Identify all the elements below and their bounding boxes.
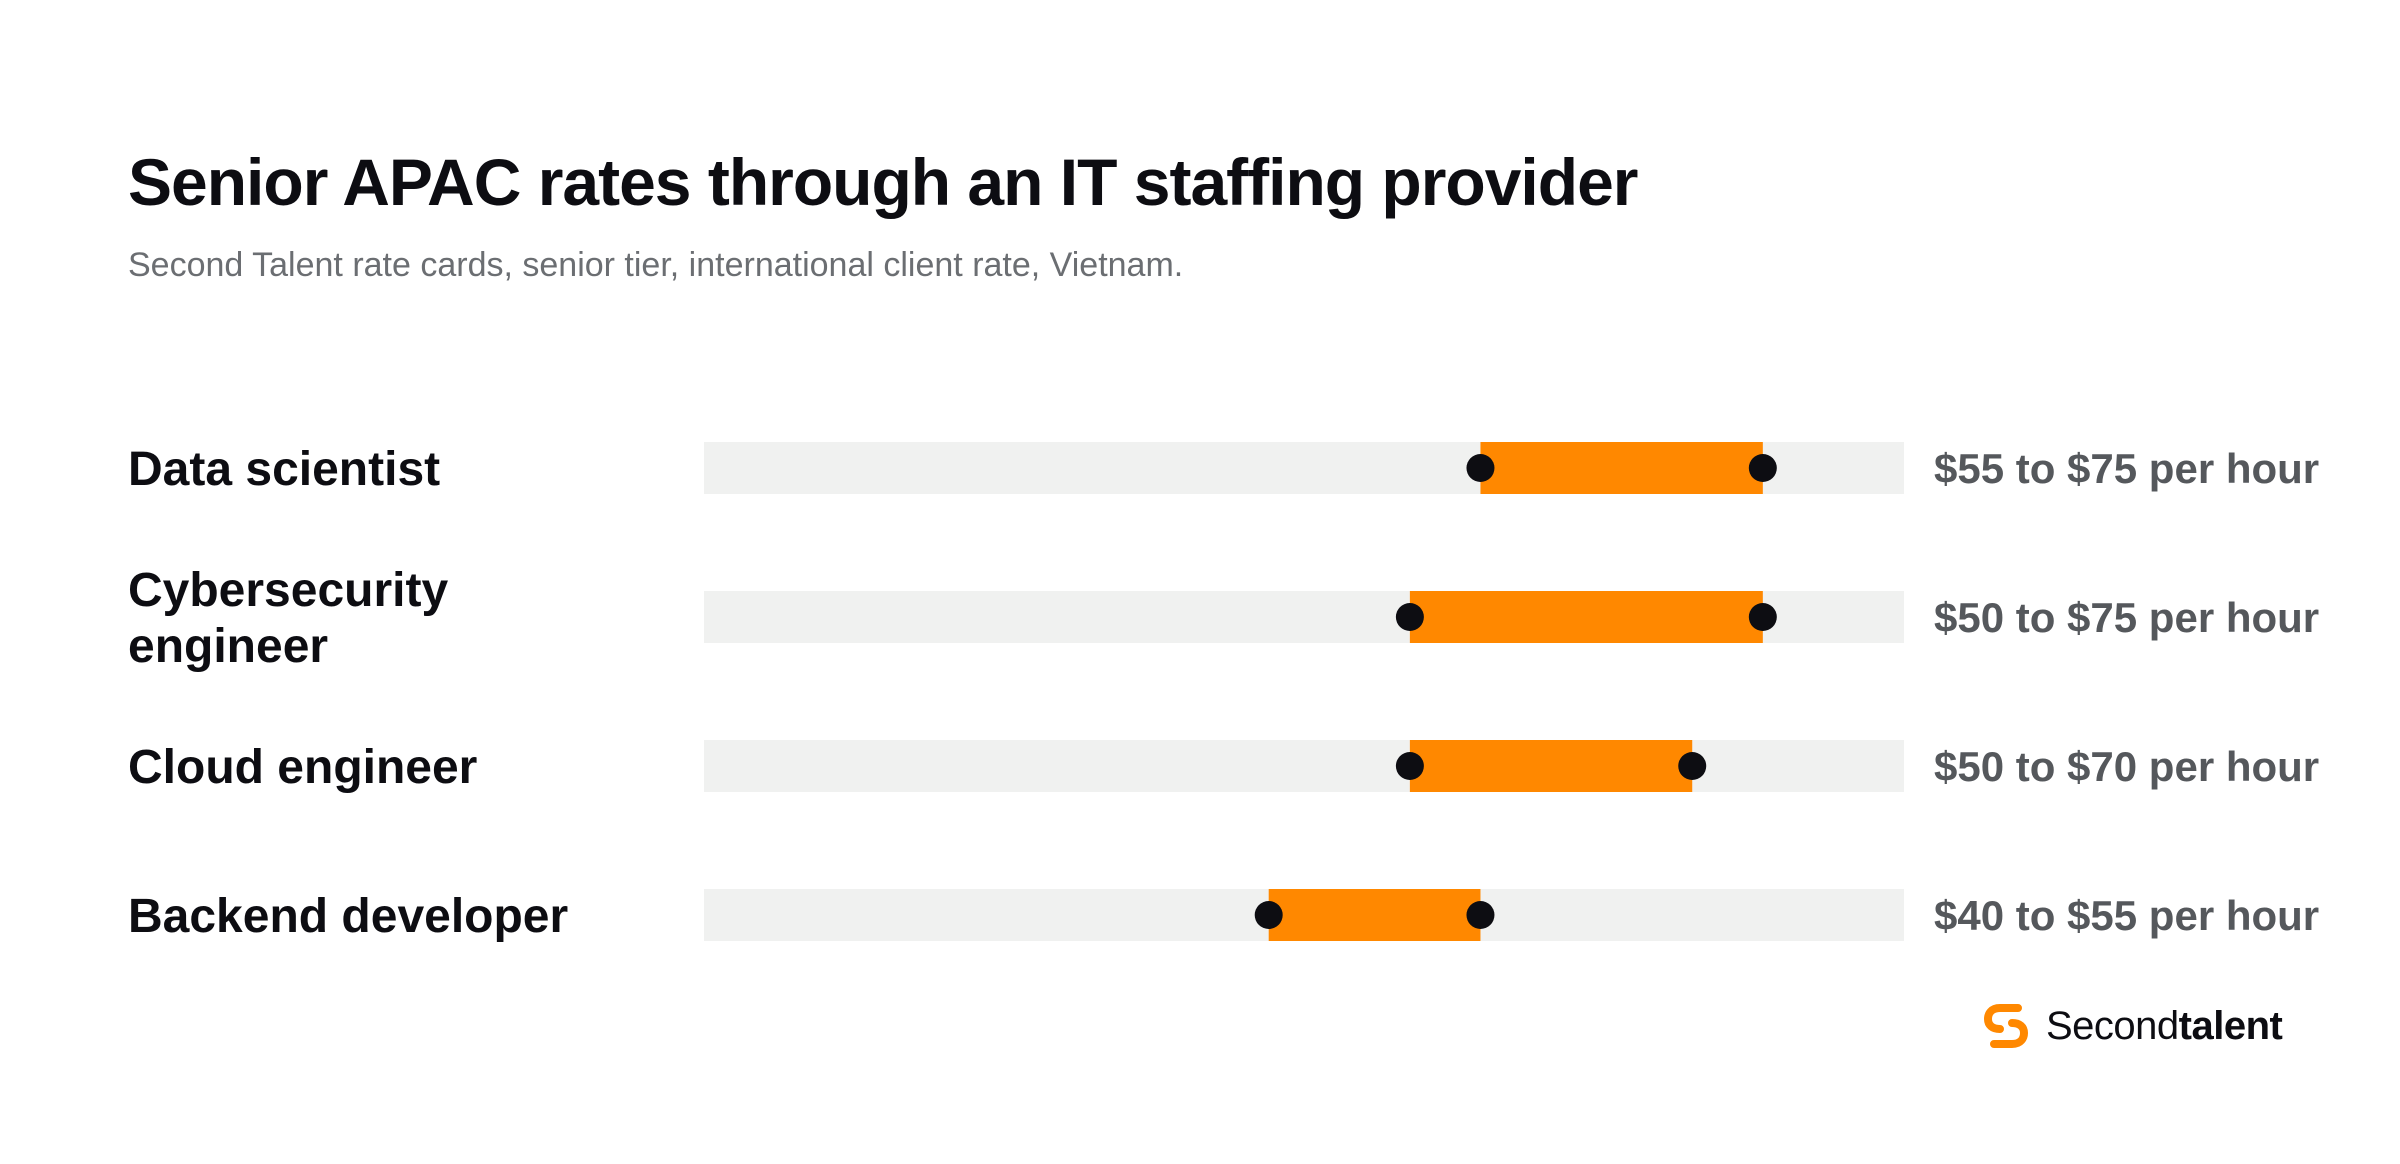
range-high-point <box>1678 752 1707 780</box>
range-track <box>704 740 1904 792</box>
value-label: $40 to $55 per hour <box>1934 892 2319 939</box>
range-high-point <box>1748 603 1777 631</box>
range-low-point <box>1466 454 1495 482</box>
row-label-line: Backend developer <box>128 890 568 943</box>
value-label: $55 to $75 per hour <box>1934 445 2319 492</box>
second-talent-s-logo-icon <box>1983 1004 2029 1048</box>
range-bar <box>1480 442 1763 494</box>
row-label-line: Cybersecurity <box>128 564 448 617</box>
chart-subtitle: Second Talent rate cards, senior tier, i… <box>128 246 1184 284</box>
value-label: $50 to $75 per hour <box>1934 594 2319 641</box>
range-bar <box>1409 591 1763 643</box>
row-label-line: engineer <box>128 620 328 673</box>
range-low-point <box>1254 901 1283 929</box>
logo-wordmark: Secondtalent <box>2046 1003 2283 1049</box>
row-label-line: Cloud engineer <box>128 741 477 794</box>
range-high-point <box>1466 901 1495 929</box>
row-label: Cybersecurity engineer <box>128 564 448 673</box>
chart-title: Senior APAC rates through an IT staffing… <box>128 145 1638 219</box>
row-label-line: Data scientist <box>128 443 440 496</box>
row-label: Data scientist <box>128 443 440 496</box>
row-label: Cloud engineer <box>128 741 477 794</box>
range-low-point <box>1395 752 1424 780</box>
row-label: Backend developer <box>128 890 568 943</box>
value-label: $50 to $70 per hour <box>1934 743 2319 790</box>
logo-text-bold: talent <box>2178 1003 2283 1048</box>
range-bar <box>1268 889 1481 941</box>
range-bar <box>1409 740 1693 792</box>
brand-logo: Secondtalent <box>1978 996 2283 1056</box>
logo-text-light: Second <box>2046 1003 2179 1048</box>
range-low-point <box>1395 603 1424 631</box>
range-high-point <box>1748 454 1777 482</box>
